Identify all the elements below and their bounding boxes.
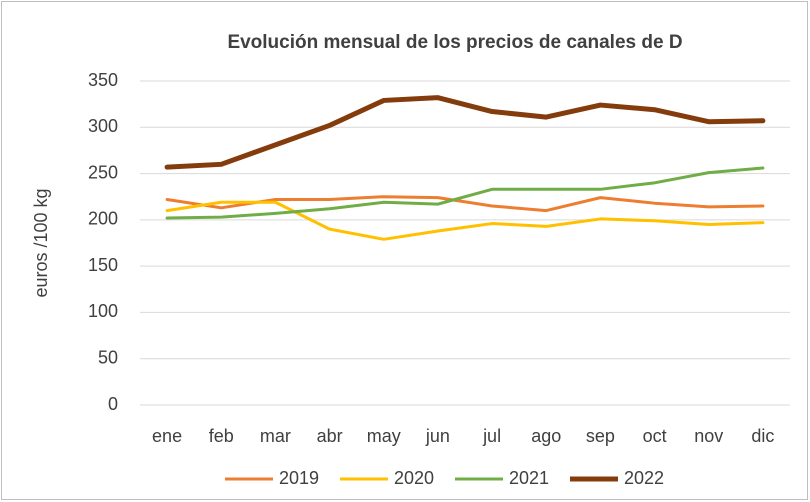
x-tick-label: jun (425, 426, 450, 446)
x-tick-label: feb (209, 426, 234, 446)
y-tick-label: 300 (88, 116, 118, 136)
x-tick-label: nov (694, 426, 723, 446)
y-tick-label: 200 (88, 209, 118, 229)
x-tick-label: sep (586, 426, 615, 446)
x-tick-label: ago (531, 426, 561, 446)
chart-title: Evolución mensual de los precios de cana… (227, 32, 682, 53)
legend-label: 2019 (279, 468, 319, 488)
x-tick-label: dic (751, 426, 774, 446)
y-tick-label: 0 (108, 394, 118, 414)
y-tick-label: 150 (88, 255, 118, 275)
x-tick-label: may (367, 426, 401, 446)
series-line (164, 95, 766, 170)
y-tick-label: 50 (98, 347, 118, 367)
y-tick-label: 350 (88, 70, 118, 90)
y-tick-label: 250 (88, 162, 118, 182)
y-tick-label: 100 (88, 301, 118, 321)
legend-label: 2020 (394, 468, 434, 488)
x-tick-label: jul (482, 426, 501, 446)
x-tick-label: oct (643, 426, 667, 446)
x-tick-label: ene (152, 426, 182, 446)
y-axis-label: euros /100 kg (31, 188, 51, 297)
x-tick-label: mar (260, 426, 291, 446)
x-tick-label: abr (317, 426, 343, 446)
legend-label: 2021 (509, 468, 549, 488)
series-line (165, 200, 765, 241)
series-line (165, 166, 765, 220)
legend-label: 2022 (624, 468, 664, 488)
